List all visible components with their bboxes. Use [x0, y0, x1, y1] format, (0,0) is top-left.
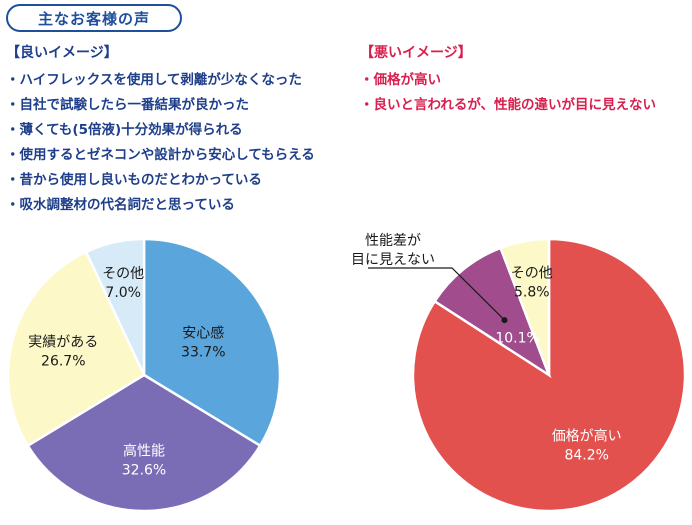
good-comment-item: ・吸水調整材の代名詞だと思っている	[6, 197, 235, 213]
callout-leader-line	[368, 267, 505, 321]
good-comment-item: ・使用するとゼネコンや設計から安心してもらえる	[6, 147, 315, 163]
bad-comment-item: ・価格が高い	[360, 72, 441, 88]
slice-value-label: 5.8%	[514, 284, 550, 300]
good-comment-item: ・薄くても(5倍液)十分効果が得られる	[6, 122, 243, 138]
bad-comment-item: ・良いと言われるが、性能の違いが目に見えない	[360, 97, 657, 113]
slice-label: その他	[102, 266, 144, 282]
slice-value-label: 84.2%	[564, 447, 608, 463]
slice-label: 実績がある	[28, 335, 98, 351]
pie-slice	[498, 237, 551, 376]
slice-value-label: 33.7%	[181, 345, 225, 361]
slice-value-label: 10.1%	[495, 331, 539, 347]
page-title: 主なお客様の声	[6, 4, 182, 32]
slice-label: 高性能	[123, 442, 165, 459]
good-comment-item: ・昔から使用し良いものだとわかっている	[6, 172, 262, 188]
good-pie: 安心感 33.7% 高性能 32.6% 実績がある 26.7% その他 7.0%	[6, 237, 282, 513]
good-comment-item: ・自社で試験したら一番結果が良かった	[6, 97, 249, 113]
pie-slice	[142, 237, 282, 448]
slice-label: その他	[511, 265, 553, 281]
good-image-heading: 【良いイメージ】	[6, 45, 118, 61]
slice-label: 安心感	[182, 325, 224, 342]
pie-slice	[84, 237, 146, 376]
bad-image-section: 【悪いイメージ】 ・価格が高い ・良いと言われるが、性能の違いが目に見えない	[360, 42, 656, 118]
slice-value-label: 7.0%	[105, 285, 141, 301]
pie-slice	[6, 250, 146, 448]
good-comment-item: ・ハイフレックスを使用して剥離が少なくなった	[6, 72, 302, 88]
slice-label: 価格が高い	[552, 427, 622, 444]
slice-value-label: 26.7%	[41, 354, 85, 370]
pie-slice	[26, 373, 262, 513]
slice-value-label: 32.6%	[122, 462, 166, 478]
slice-callout-label: 性能差が	[365, 233, 421, 249]
slice-callout-label: 目に見えない	[351, 252, 435, 268]
callout-dot	[501, 317, 508, 324]
good-image-section: 【良いイメージ】 ・ハイフレックスを使用して剥離が少なくなった ・自社で試験した…	[6, 42, 315, 218]
bad-image-heading: 【悪いイメージ】	[360, 45, 472, 61]
